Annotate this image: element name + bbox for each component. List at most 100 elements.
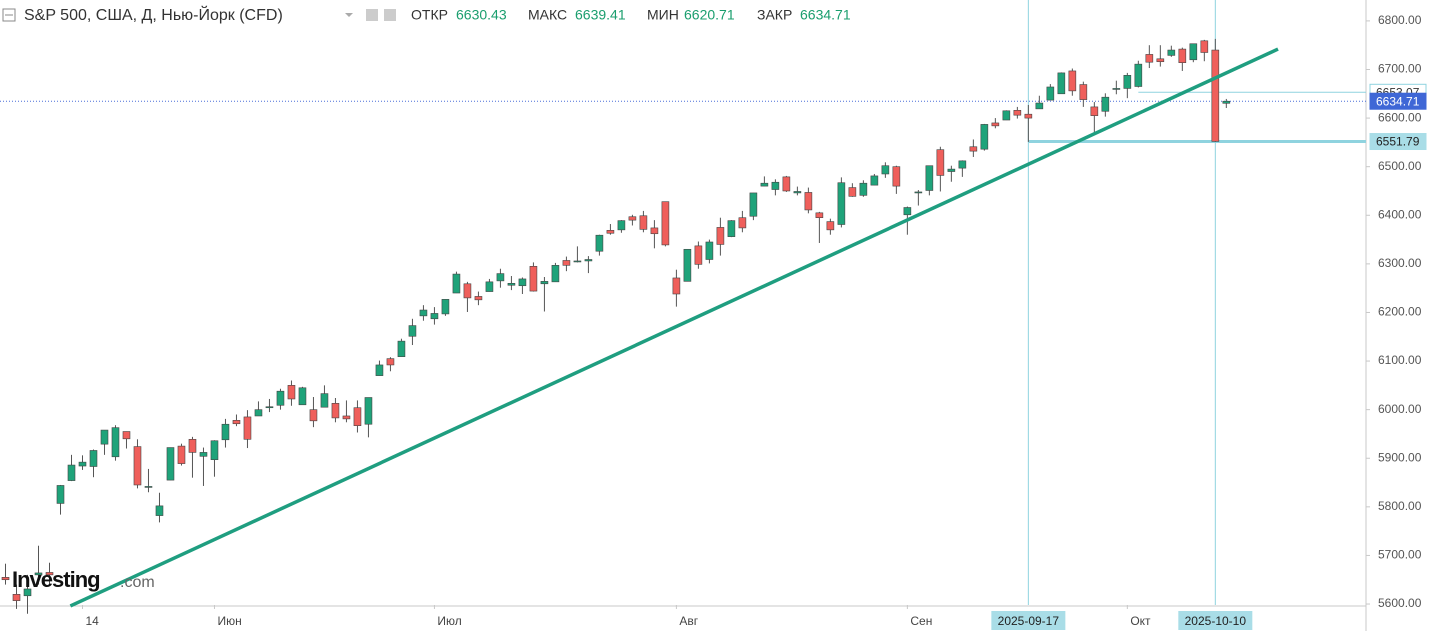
header-label: ЗАКР xyxy=(757,7,792,23)
candle-body xyxy=(1013,110,1022,116)
candle-body xyxy=(1035,102,1044,110)
x-tick-label: Июн xyxy=(217,614,241,628)
candle-body xyxy=(1167,49,1176,56)
candle-body xyxy=(980,124,989,150)
candle-body xyxy=(78,461,87,467)
candle-body xyxy=(111,427,120,458)
candle-body xyxy=(463,283,472,299)
date-tag-box xyxy=(991,611,1066,630)
candle-body xyxy=(562,260,571,266)
candle-body xyxy=(1156,58,1165,63)
candle-body xyxy=(606,230,615,234)
candle-body xyxy=(67,464,76,481)
candle-body xyxy=(56,485,65,504)
candle-body xyxy=(1090,106,1099,116)
candle-body xyxy=(122,431,131,440)
candle-body xyxy=(837,182,846,225)
candle-body xyxy=(210,440,219,461)
candle-body xyxy=(397,340,406,357)
candle-body xyxy=(298,387,307,406)
date-tag: 2025-09-17 xyxy=(998,614,1060,628)
candle-body xyxy=(1134,63,1143,87)
candle-body xyxy=(287,385,296,400)
candle-body xyxy=(507,283,516,286)
candle-body xyxy=(705,241,714,260)
candle-body xyxy=(881,165,890,175)
x-tick-label: 14 xyxy=(85,614,99,628)
y-tick-label: 6700.00 xyxy=(1378,62,1422,76)
candle-body xyxy=(1,577,10,581)
candle-body xyxy=(925,165,934,191)
candle-body xyxy=(892,166,901,187)
candle-body xyxy=(760,182,769,187)
candle-body xyxy=(166,447,175,481)
candle-body xyxy=(815,212,824,219)
y-tick-label: 6500.00 xyxy=(1378,159,1422,173)
candle-body xyxy=(672,277,681,295)
candle-body xyxy=(1057,72,1066,95)
candle-body xyxy=(1079,84,1088,100)
candle-body xyxy=(771,181,780,190)
price-tag: 6551.79 xyxy=(1376,135,1420,149)
candle-body xyxy=(628,216,637,221)
settings-icon[interactable] xyxy=(366,9,378,21)
candle-body xyxy=(529,265,538,292)
x-tick-label: Июл xyxy=(437,614,461,628)
candle-body xyxy=(342,415,351,420)
candle-body xyxy=(155,505,164,516)
dropdown-arrow[interactable] xyxy=(345,13,353,17)
header-label: ОТКР xyxy=(411,7,448,23)
candle-body xyxy=(34,572,43,576)
candle-body xyxy=(1068,70,1077,92)
candle-body xyxy=(133,446,142,486)
candle-body xyxy=(276,390,285,406)
candle-body xyxy=(551,265,560,283)
expand-icon[interactable] xyxy=(384,9,396,21)
candle-body xyxy=(12,594,21,601)
candle-body xyxy=(375,364,384,376)
header-value: 6634.71 xyxy=(800,7,851,23)
candle-body xyxy=(969,146,978,152)
candle-body xyxy=(1112,88,1121,90)
candle-body xyxy=(650,227,659,235)
candle-body xyxy=(903,207,912,216)
y-tick-label: 6300.00 xyxy=(1378,256,1422,270)
candle-body xyxy=(518,278,527,287)
candle-body xyxy=(232,420,241,425)
candle-body xyxy=(727,220,736,237)
candle-body xyxy=(958,160,967,169)
x-tick-label: Авг xyxy=(679,614,698,628)
date-tag: 2025-10-10 xyxy=(1185,614,1247,628)
header-value: 6639.41 xyxy=(575,7,626,23)
candle-body xyxy=(1046,86,1055,101)
y-tick-label: 6400.00 xyxy=(1378,207,1422,221)
candle-body xyxy=(914,191,923,194)
collapse-icon[interactable] xyxy=(2,8,16,22)
candle-body xyxy=(1222,100,1231,104)
header-value: 6630.43 xyxy=(456,7,507,23)
candle-body xyxy=(661,201,670,246)
date-tag-box xyxy=(1178,611,1253,630)
y-tick-label: 5700.00 xyxy=(1378,548,1422,562)
candle-body xyxy=(474,296,483,301)
candle-body xyxy=(694,245,703,265)
y-tick-label: 5800.00 xyxy=(1378,499,1422,513)
candle-body xyxy=(1123,75,1132,89)
y-tick-label: 6800.00 xyxy=(1378,13,1422,27)
y-tick-label: 5900.00 xyxy=(1378,450,1422,464)
candle-body xyxy=(254,409,263,417)
watermark: .com xyxy=(120,574,155,591)
candle-body xyxy=(947,168,956,172)
candle-body xyxy=(749,192,758,217)
candle-body xyxy=(353,407,362,426)
candle-body xyxy=(870,175,879,186)
candle-body xyxy=(1200,40,1209,53)
candle-body xyxy=(859,182,868,196)
candle-body xyxy=(331,403,340,419)
candle-body xyxy=(738,217,747,229)
candle-body xyxy=(573,260,582,263)
candle-body xyxy=(430,313,439,320)
candle-body xyxy=(386,358,395,366)
candle-body xyxy=(991,122,1000,127)
